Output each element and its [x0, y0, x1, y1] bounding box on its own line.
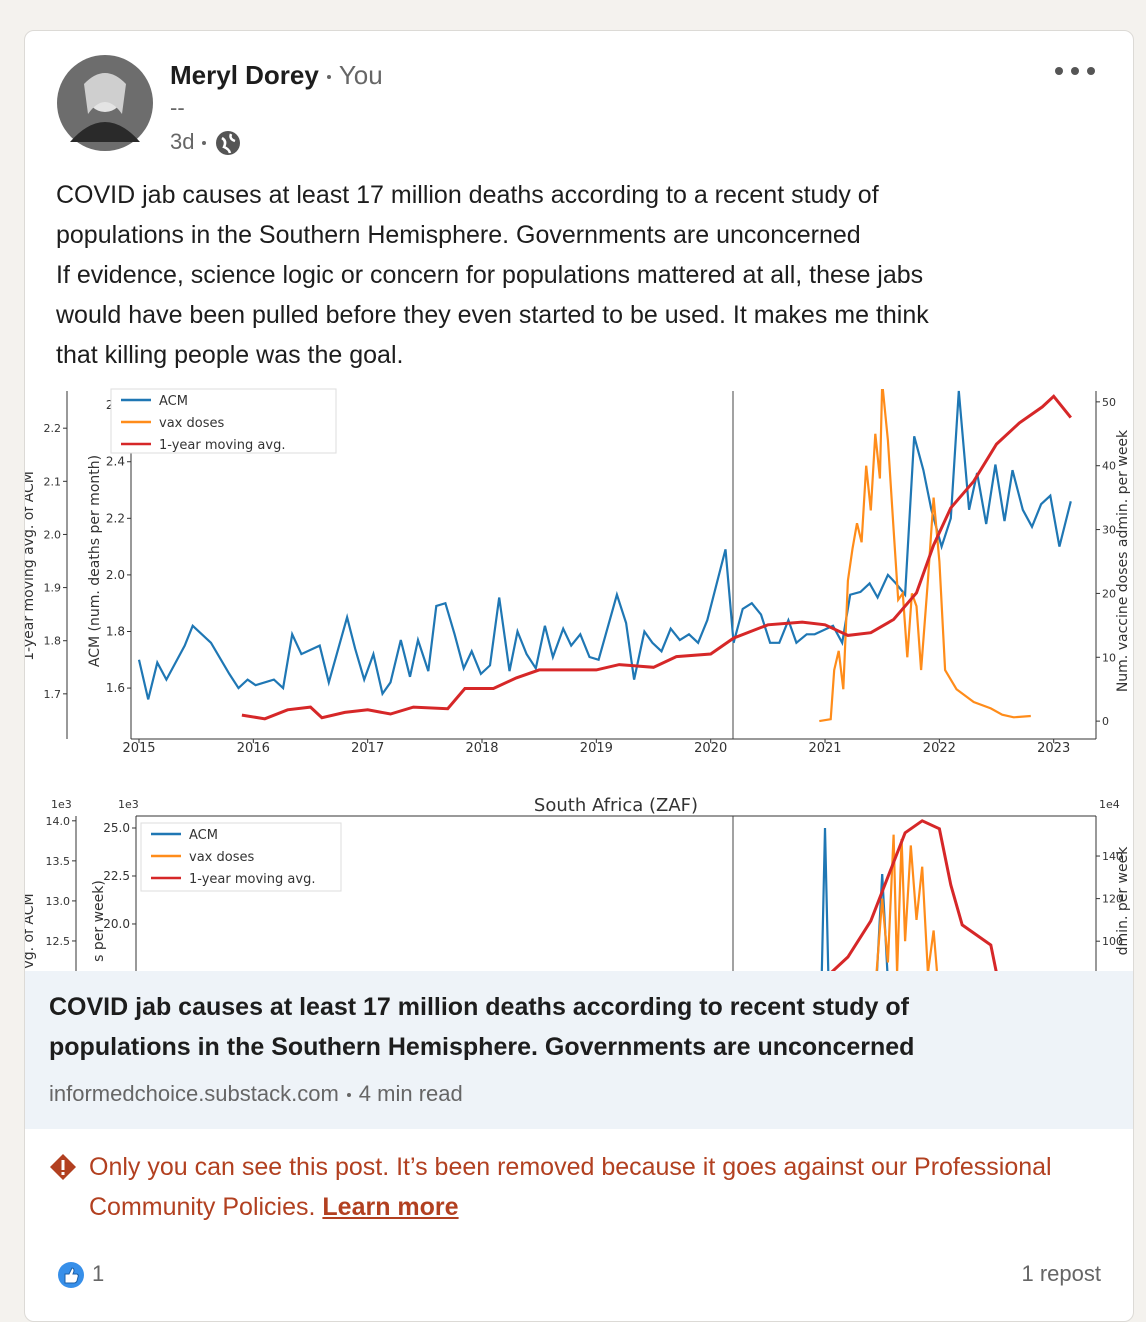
offset-label: 1e3 — [118, 798, 139, 811]
legend-label: ACM — [189, 828, 218, 843]
post-age: 3d — [170, 129, 195, 154]
author-name[interactable]: Meryl Dorey — [170, 60, 319, 90]
y-tick-label: 0 — [1102, 715, 1109, 728]
body-line: COVID jab causes at least 17 million dea… — [56, 181, 879, 209]
y-tick-label: 12.5 — [46, 935, 71, 948]
warning-icon — [50, 1154, 76, 1180]
post-meta: 3d — [170, 127, 242, 157]
read-time: 4 min read — [358, 1081, 463, 1106]
like-icon — [58, 1262, 84, 1288]
y-tick-label: 140 — [1102, 850, 1123, 863]
x-tick-label: 2021 — [808, 741, 841, 756]
reaction-count[interactable]: 1 — [92, 1261, 105, 1286]
y-tick-label: 2.4 — [106, 455, 125, 469]
x-tick-label: 2020 — [694, 741, 727, 756]
preview-title-line: populations in the Southern Hemisphere. … — [49, 1033, 915, 1061]
x-tick-label: 2022 — [923, 741, 956, 756]
y-tick-label: 13.0 — [46, 895, 71, 908]
post-body: COVID jab causes at least 17 million dea… — [56, 175, 929, 375]
axis-label: s per week) — [91, 880, 107, 962]
body-line: populations in the Southern Hemisphere. … — [56, 221, 861, 249]
notice-text: Only you can see this post. It’s been re… — [89, 1153, 1052, 1221]
plot-area — [137, 389, 1072, 723]
preview-source: informedchoice.substack.com 4 min read — [49, 1079, 463, 1109]
avatar[interactable] — [56, 54, 154, 152]
y-tick-label: 22.5 — [103, 869, 130, 883]
x-tick-label: 2015 — [122, 741, 155, 756]
series-line — [819, 389, 1031, 723]
repost-count[interactable]: 1 repost — [1021, 1261, 1102, 1286]
removal-notice: Only you can see this post. It’s been re… — [89, 1147, 1079, 1227]
plot-area — [820, 819, 998, 971]
chart-title: South Africa (ZAF) — [534, 795, 698, 816]
preview-title-line: COVID jab causes at least 17 million dea… — [49, 993, 909, 1021]
y-tick-label: 1.8 — [44, 635, 62, 648]
legend-label: 1-year moving avg. — [159, 438, 285, 453]
y-tick-label: 1.7 — [44, 688, 62, 701]
y-tick-label: 1.8 — [106, 624, 125, 638]
y-tick-label: 120 — [1102, 893, 1123, 906]
y-tick-label: 2.0 — [106, 568, 125, 582]
axis-label: dmin. per week — [1115, 846, 1131, 956]
author-line: Meryl Dorey You — [170, 59, 383, 91]
y-tick-label: 2.2 — [106, 511, 125, 525]
legend-label: ACM — [159, 394, 188, 409]
y-tick-label: 14.0 — [46, 815, 71, 828]
y-tick-label: 13.5 — [46, 855, 71, 868]
y-tick-label: 50 — [1102, 396, 1116, 409]
post-card: Meryl Dorey You -- 3d COVID jab causes at… — [24, 30, 1134, 1322]
y-tick-label: 1.9 — [44, 582, 62, 595]
separator — [326, 75, 331, 80]
separator — [202, 141, 207, 146]
preview-title: COVID jab causes at least 17 million dea… — [49, 987, 914, 1067]
figure[interactable]: 2015 2016 2017 2018 2019 2020 2021 2022 2023 1.6 1… — [24, 30, 1134, 1001]
body-line: that killing people was the goal. — [56, 341, 404, 369]
axis-label: ACM (num. deaths per month) — [87, 455, 103, 667]
y-tick-label: 2.2 — [44, 422, 62, 435]
x-tick-label: 2016 — [237, 741, 270, 756]
offset-label: 1e3 — [51, 798, 72, 811]
globe-icon — [216, 131, 241, 156]
axis-label: vg. of ACM — [24, 893, 37, 968]
body-line: If evidence, science logic or concern fo… — [56, 261, 924, 289]
legend-label: vax doses — [189, 850, 254, 865]
axis-label: 1-year moving avg. of ACM — [24, 471, 37, 661]
relation: You — [338, 60, 383, 90]
link-preview[interactable]: COVID jab causes at least 17 million dea… — [25, 971, 1133, 1129]
y-tick-label: 2.0 — [44, 528, 62, 541]
x-tick-label: 2018 — [465, 741, 498, 756]
preview-domain: informedchoice.substack.com — [49, 1081, 339, 1106]
body-line: would have been pulled before they even … — [56, 301, 929, 329]
x-tick-label: 2019 — [580, 741, 613, 756]
x-tick-label: 2017 — [351, 741, 384, 756]
y-tick-label: 1.6 — [106, 681, 125, 695]
y-tick-label: 20 — [1102, 587, 1116, 600]
y-tick-label: 40 — [1102, 460, 1116, 473]
y-tick-label: 30 — [1102, 524, 1116, 537]
offset-label: 1e4 — [1099, 798, 1120, 811]
learn-more-link[interactable]: Learn more — [322, 1193, 459, 1221]
axis-label: Num. vaccine doses admin. per week — [1115, 429, 1131, 692]
legend-label: 1-year moving avg. — [189, 872, 315, 887]
y-tick-label: 10 — [1102, 651, 1116, 664]
y-tick-label: 25.0 — [103, 821, 130, 835]
series-line — [830, 819, 998, 971]
series-line — [241, 394, 1072, 721]
y-tick-label: 100 — [1102, 935, 1123, 948]
series-line — [137, 390, 1072, 700]
more-menu[interactable] — [1053, 63, 1097, 84]
y-tick-label: 2.1 — [44, 475, 62, 488]
headline: -- — [170, 95, 185, 120]
series-line — [875, 834, 939, 971]
legend-label: vax doses — [159, 416, 224, 431]
x-tick-label: 2023 — [1037, 741, 1070, 756]
separator — [346, 1093, 351, 1098]
y-tick-label: 20.0 — [103, 917, 130, 931]
